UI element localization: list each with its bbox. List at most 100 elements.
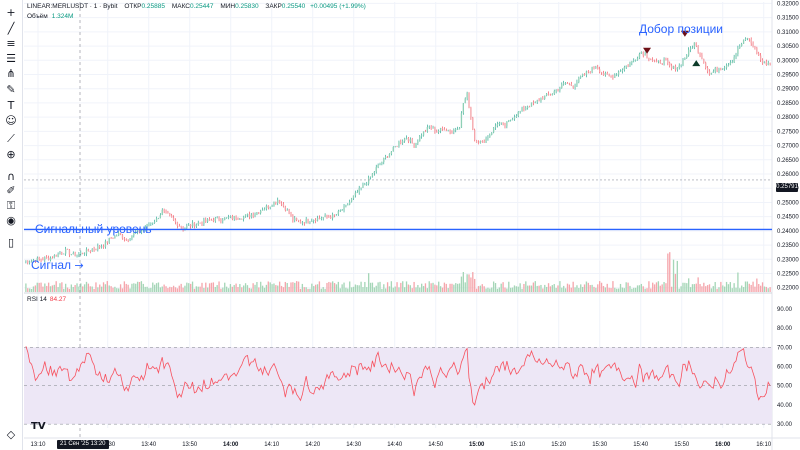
volume-bar <box>102 282 105 292</box>
fib-icon[interactable]: ☰ <box>6 52 16 65</box>
zoom-in-icon[interactable]: ⊕ <box>6 148 16 161</box>
volume-bar <box>528 285 531 292</box>
volume-bar <box>362 287 364 292</box>
candle-body <box>417 141 419 144</box>
volume-bar <box>83 284 86 292</box>
signal-annotation[interactable]: Сигнал → <box>31 258 84 272</box>
collapse-icon[interactable]: ◇ <box>6 428 16 441</box>
candle-body <box>419 136 421 142</box>
candle-body <box>244 214 247 217</box>
volume-bar <box>78 286 80 292</box>
volume-bar <box>189 283 192 292</box>
rsi-legend[interactable]: RSI 14 84.27 <box>27 296 66 303</box>
sell-marker[interactable] <box>643 47 652 54</box>
volume-bar <box>369 282 372 292</box>
candle-body <box>282 203 285 207</box>
volume-bar <box>330 282 332 292</box>
volume-bar <box>564 288 567 292</box>
candle-body <box>233 216 235 219</box>
trash-icon[interactable]: ▯ <box>7 236 15 249</box>
time-tick-label: 13:10 <box>30 442 46 448</box>
volume-bar <box>492 281 495 292</box>
rsi-tick-label: 90.00 <box>777 307 793 313</box>
candle-body <box>697 45 699 53</box>
volume-bar <box>254 284 256 292</box>
volume-bar <box>299 288 302 292</box>
candle-body <box>138 230 141 233</box>
tradingview-logo[interactable]: TV <box>31 421 46 432</box>
candle-body <box>553 91 555 94</box>
volume-bar <box>559 281 561 292</box>
ruler-icon[interactable]: ⟋ <box>7 132 15 145</box>
volume-bar <box>491 287 493 292</box>
symbol-title[interactable]: LINEAR:MERLUSDT · 1 · Bybit <box>27 3 118 10</box>
eye-icon[interactable]: ◉ <box>6 214 16 227</box>
volume-bar <box>631 288 633 292</box>
lock-drawing-icon[interactable]: ✐ <box>6 184 16 197</box>
candle-body <box>261 209 264 211</box>
volume-bar <box>138 282 141 292</box>
candle-body <box>95 249 97 251</box>
volume-bar <box>445 283 447 292</box>
candle-body <box>441 128 444 129</box>
candle-body <box>475 140 478 143</box>
volume-bar <box>261 285 264 292</box>
add-position-annotation[interactable]: Добор позиции <box>639 22 724 36</box>
candle-body <box>593 67 595 69</box>
candle-body <box>653 60 656 62</box>
candle-body <box>421 135 423 137</box>
candle-body <box>765 61 767 65</box>
candle-body <box>508 120 510 122</box>
candle-body <box>559 87 561 91</box>
candle-body <box>510 119 512 121</box>
lock-icon[interactable]: ⚿ <box>6 199 16 212</box>
volume-bar <box>296 281 298 292</box>
candle-body <box>625 65 627 68</box>
volume-bar <box>97 287 99 292</box>
volume-bar <box>256 282 258 292</box>
volume-bar <box>140 281 143 292</box>
signal-level-annotation[interactable]: Сигнальный уровень <box>35 222 152 236</box>
candle-body <box>394 146 396 148</box>
volume-legend[interactable]: Объём 1.324M <box>27 13 73 20</box>
magnet-icon[interactable]: ∩ <box>6 170 16 183</box>
sell-marker[interactable] <box>680 30 689 37</box>
candle-body <box>492 127 495 133</box>
volume-bar <box>57 287 59 292</box>
volume-bar <box>674 273 677 292</box>
crosshair-icon[interactable]: + <box>6 6 16 19</box>
volume-bar <box>339 288 341 292</box>
text-icon[interactable]: T <box>7 99 15 112</box>
buy-marker[interactable] <box>692 60 701 67</box>
candle-body <box>188 224 190 226</box>
volume-bar <box>176 288 179 292</box>
volume-bar <box>481 284 483 292</box>
candle-body <box>49 257 52 261</box>
volume-bar <box>424 283 427 292</box>
candle-body <box>320 218 322 219</box>
emoji-icon[interactable]: ☺ <box>5 114 17 127</box>
trendline-icon[interactable]: ╱ <box>7 22 15 35</box>
pitchfork-icon[interactable]: ⋔ <box>6 67 16 80</box>
volume-bar <box>422 286 425 292</box>
horizontal-lines-icon[interactable]: ≡ <box>6 37 16 50</box>
volume-bar <box>135 283 137 292</box>
volume-bar <box>701 286 703 292</box>
candle-body <box>390 151 393 154</box>
volume-bar <box>678 288 680 292</box>
volume-bar <box>744 281 747 292</box>
volume-bar <box>377 282 379 292</box>
volume-bar <box>180 283 182 292</box>
volume-bar <box>63 288 65 292</box>
time-tick-label: 15:10 <box>510 442 526 448</box>
volume-bar <box>636 285 639 292</box>
candle-body <box>171 215 173 218</box>
time-tick-label: 15:30 <box>592 442 608 448</box>
volume-bar <box>583 284 586 292</box>
candle-body <box>379 164 381 165</box>
volume-bar <box>199 286 201 292</box>
volume-bar <box>89 286 91 292</box>
volume-bar <box>186 282 188 292</box>
brush-icon[interactable]: ✎ <box>6 83 16 96</box>
